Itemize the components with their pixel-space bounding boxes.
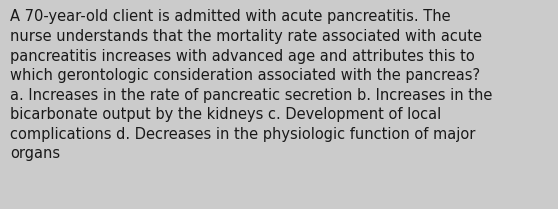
Text: A 70-year-old client is admitted with acute pancreatitis. The
nurse understands : A 70-year-old client is admitted with ac… (10, 9, 492, 161)
